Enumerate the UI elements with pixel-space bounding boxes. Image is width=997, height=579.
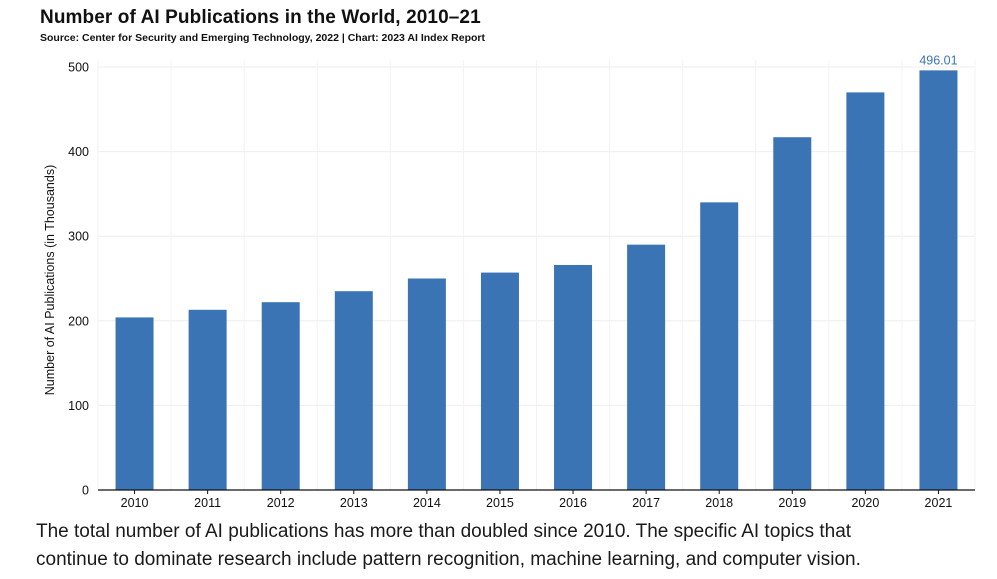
- x-tick-label: 2014: [413, 496, 441, 510]
- bar-2016: [554, 264, 593, 490]
- x-axis-ticks: 2010 2011 2012 2013 2014 2015 2016 2017 2018 2019…: [121, 490, 953, 510]
- caption: The total number of AI publications has …: [36, 518, 986, 574]
- bar-2013: [334, 291, 373, 490]
- gridlines: [97, 60, 976, 490]
- bar-2017: [627, 244, 666, 490]
- caption-line-2: continue to dominate research include pa…: [36, 549, 861, 570]
- bar-2011: [188, 309, 227, 490]
- y-axis-ticks: 0 100 200 300 400 500: [68, 61, 89, 498]
- chart-subtitle: Source: Center for Security and Emerging…: [40, 32, 486, 44]
- x-tick-label: 2016: [559, 496, 587, 510]
- y-tick-label: 200: [68, 314, 89, 328]
- bar-2014: [407, 278, 446, 490]
- y-tick-label: 400: [68, 145, 89, 159]
- bar-2018: [700, 202, 739, 491]
- x-tick-label: 2018: [705, 496, 733, 510]
- y-tick-label: 500: [68, 61, 89, 75]
- x-tick-label: 2019: [778, 496, 806, 510]
- x-tick-label: 2012: [267, 496, 295, 510]
- x-tick-label: 2013: [340, 496, 368, 510]
- bars: [115, 70, 958, 491]
- x-tick-label: 2010: [121, 496, 149, 510]
- y-tick-label: 100: [68, 399, 89, 413]
- bar-2021: [919, 70, 958, 490]
- bar-2020: [846, 92, 885, 490]
- x-tick-label: 2020: [851, 496, 879, 510]
- y-tick-label: 0: [82, 484, 89, 498]
- x-tick-label: 2011: [194, 496, 221, 510]
- y-tick-label: 300: [68, 230, 89, 244]
- data-labels: 496.01: [919, 53, 957, 67]
- bar-2012: [261, 302, 300, 490]
- bar-2010: [115, 317, 154, 490]
- x-tick-label: 2017: [632, 496, 660, 510]
- bar-2015: [480, 272, 519, 490]
- x-tick-label: 2021: [925, 496, 953, 510]
- bar-2019: [773, 137, 812, 490]
- x-tick-label: 2015: [486, 496, 514, 510]
- chart-title: Number of AI Publications in the World, …: [40, 7, 481, 28]
- data-label: 496.01: [919, 53, 957, 67]
- y-axis-label: Number of AI Publications (in Thousands): [43, 165, 57, 395]
- caption-line-1: The total number of AI publications has …: [36, 521, 852, 542]
